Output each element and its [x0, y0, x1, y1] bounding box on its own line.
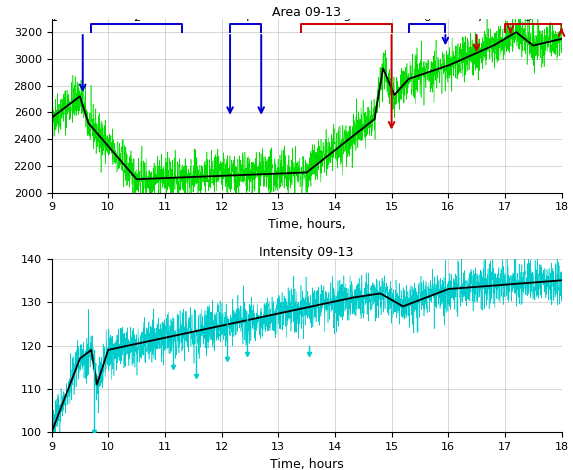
Text: 5: 5 — [343, 13, 350, 23]
Text: 4: 4 — [242, 13, 249, 23]
Title: Area 09-13: Area 09-13 — [272, 6, 341, 19]
Text: 2: 2 — [133, 13, 140, 23]
Text: 9: 9 — [524, 13, 531, 23]
X-axis label: Time, hours,: Time, hours, — [268, 218, 346, 231]
Title: Intensity 09-13: Intensity 09-13 — [260, 246, 354, 258]
Text: 6: 6 — [423, 13, 430, 23]
X-axis label: Time, hours: Time, hours — [270, 458, 343, 470]
Text: 7: 7 — [476, 13, 483, 23]
Text: 1: 1 — [51, 13, 58, 23]
